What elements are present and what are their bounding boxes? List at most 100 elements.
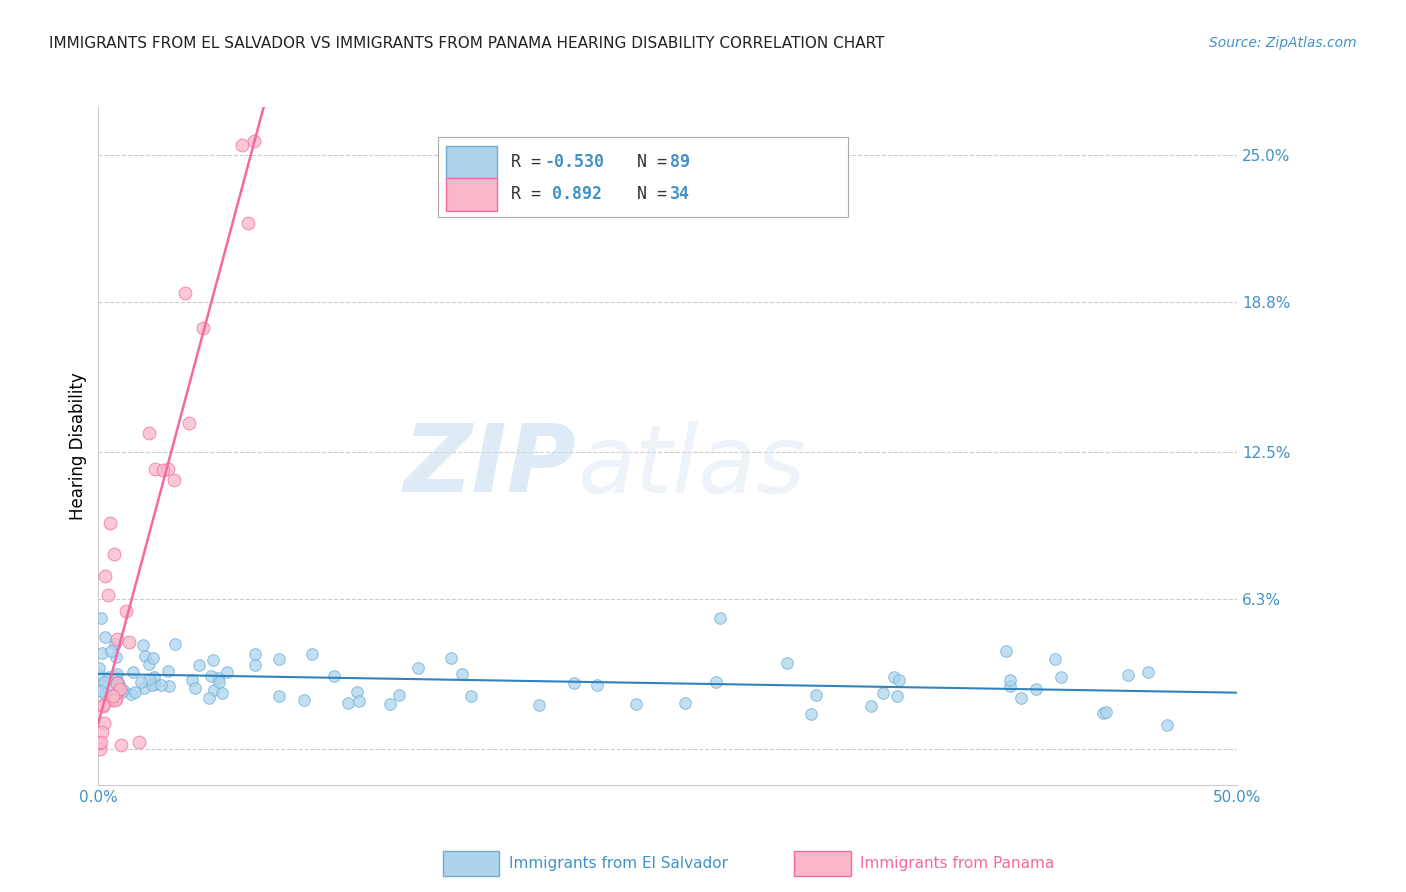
- Point: [94, 568, 117, 582]
- Point: [177, 416, 200, 430]
- Point: [1011, 690, 1033, 705]
- Point: [1136, 665, 1159, 680]
- Point: [89, 742, 111, 756]
- Text: 89: 89: [671, 153, 690, 171]
- Point: [269, 689, 291, 703]
- FancyBboxPatch shape: [437, 136, 848, 217]
- Point: [1156, 718, 1178, 732]
- Point: [529, 698, 551, 713]
- Point: [107, 675, 129, 690]
- Point: [215, 665, 238, 679]
- Point: [101, 692, 124, 706]
- Text: -0.530: -0.530: [546, 153, 605, 171]
- Point: [90, 725, 112, 739]
- Text: ZIP: ZIP: [404, 420, 576, 512]
- Point: [347, 694, 370, 708]
- Text: N =: N =: [617, 186, 676, 203]
- Point: [131, 638, 153, 652]
- Point: [90, 646, 112, 660]
- Point: [114, 604, 136, 618]
- Point: [388, 688, 411, 702]
- Point: [231, 138, 253, 153]
- Point: [134, 681, 156, 696]
- Point: [87, 660, 110, 674]
- Point: [145, 461, 167, 475]
- Point: [586, 677, 609, 691]
- Point: [111, 685, 134, 699]
- Point: [149, 678, 172, 692]
- Text: Immigrants from Panama: Immigrants from Panama: [860, 856, 1054, 871]
- Point: [562, 675, 585, 690]
- Point: [89, 736, 111, 750]
- Point: [1116, 667, 1139, 681]
- FancyBboxPatch shape: [446, 178, 498, 211]
- Point: [1043, 652, 1066, 666]
- Point: [336, 696, 359, 710]
- Point: [323, 669, 346, 683]
- Text: R =: R =: [510, 153, 551, 171]
- Point: [200, 669, 222, 683]
- Point: [110, 738, 132, 752]
- Point: [202, 653, 225, 667]
- Text: 0.892: 0.892: [551, 186, 602, 203]
- Point: [380, 697, 402, 711]
- Point: [128, 735, 150, 749]
- Point: [174, 285, 197, 300]
- Point: [207, 671, 229, 685]
- Point: [236, 217, 259, 231]
- Point: [163, 637, 186, 651]
- Y-axis label: Hearing Disability: Hearing Disability: [69, 372, 87, 520]
- Point: [626, 697, 648, 711]
- Point: [673, 696, 696, 710]
- Point: [243, 647, 266, 661]
- Point: [90, 735, 112, 749]
- Point: [94, 687, 117, 701]
- Point: [704, 675, 727, 690]
- Point: [91, 698, 114, 712]
- Point: [98, 516, 121, 531]
- Point: [709, 611, 731, 625]
- Point: [1049, 670, 1071, 684]
- Point: [859, 699, 882, 714]
- Text: N =: N =: [617, 153, 676, 171]
- Text: Immigrants from El Salvador: Immigrants from El Salvador: [509, 856, 728, 871]
- Point: [163, 473, 186, 487]
- Point: [138, 657, 160, 671]
- Point: [243, 134, 266, 148]
- Point: [346, 684, 368, 698]
- FancyBboxPatch shape: [446, 145, 498, 178]
- Point: [267, 652, 290, 666]
- Point: [121, 665, 143, 679]
- Point: [184, 681, 207, 695]
- Point: [90, 611, 112, 625]
- Point: [157, 679, 180, 693]
- Point: [886, 689, 908, 703]
- Point: [120, 687, 142, 701]
- Point: [406, 661, 429, 675]
- Point: [90, 683, 112, 698]
- Point: [1025, 681, 1047, 696]
- Point: [883, 669, 905, 683]
- Point: [145, 677, 167, 691]
- Text: R =: R =: [510, 186, 561, 203]
- Point: [197, 690, 219, 705]
- Point: [104, 693, 127, 707]
- Point: [138, 672, 160, 686]
- Point: [105, 666, 128, 681]
- Point: [887, 673, 910, 687]
- Point: [141, 678, 163, 692]
- Point: [111, 683, 134, 698]
- Point: [105, 692, 128, 706]
- Point: [998, 679, 1021, 693]
- Point: [118, 635, 141, 649]
- Point: [104, 670, 127, 684]
- Point: [157, 462, 180, 476]
- Text: Source: ZipAtlas.com: Source: ZipAtlas.com: [1209, 36, 1357, 50]
- Point: [208, 674, 231, 689]
- Point: [301, 647, 323, 661]
- Text: atlas: atlas: [576, 421, 806, 512]
- Point: [91, 699, 114, 714]
- Point: [138, 425, 160, 440]
- Point: [142, 651, 165, 665]
- Text: IMMIGRANTS FROM EL SALVADOR VS IMMIGRANTS FROM PANAMA HEARING DISABILITY CORRELA: IMMIGRANTS FROM EL SALVADOR VS IMMIGRANT…: [49, 36, 884, 51]
